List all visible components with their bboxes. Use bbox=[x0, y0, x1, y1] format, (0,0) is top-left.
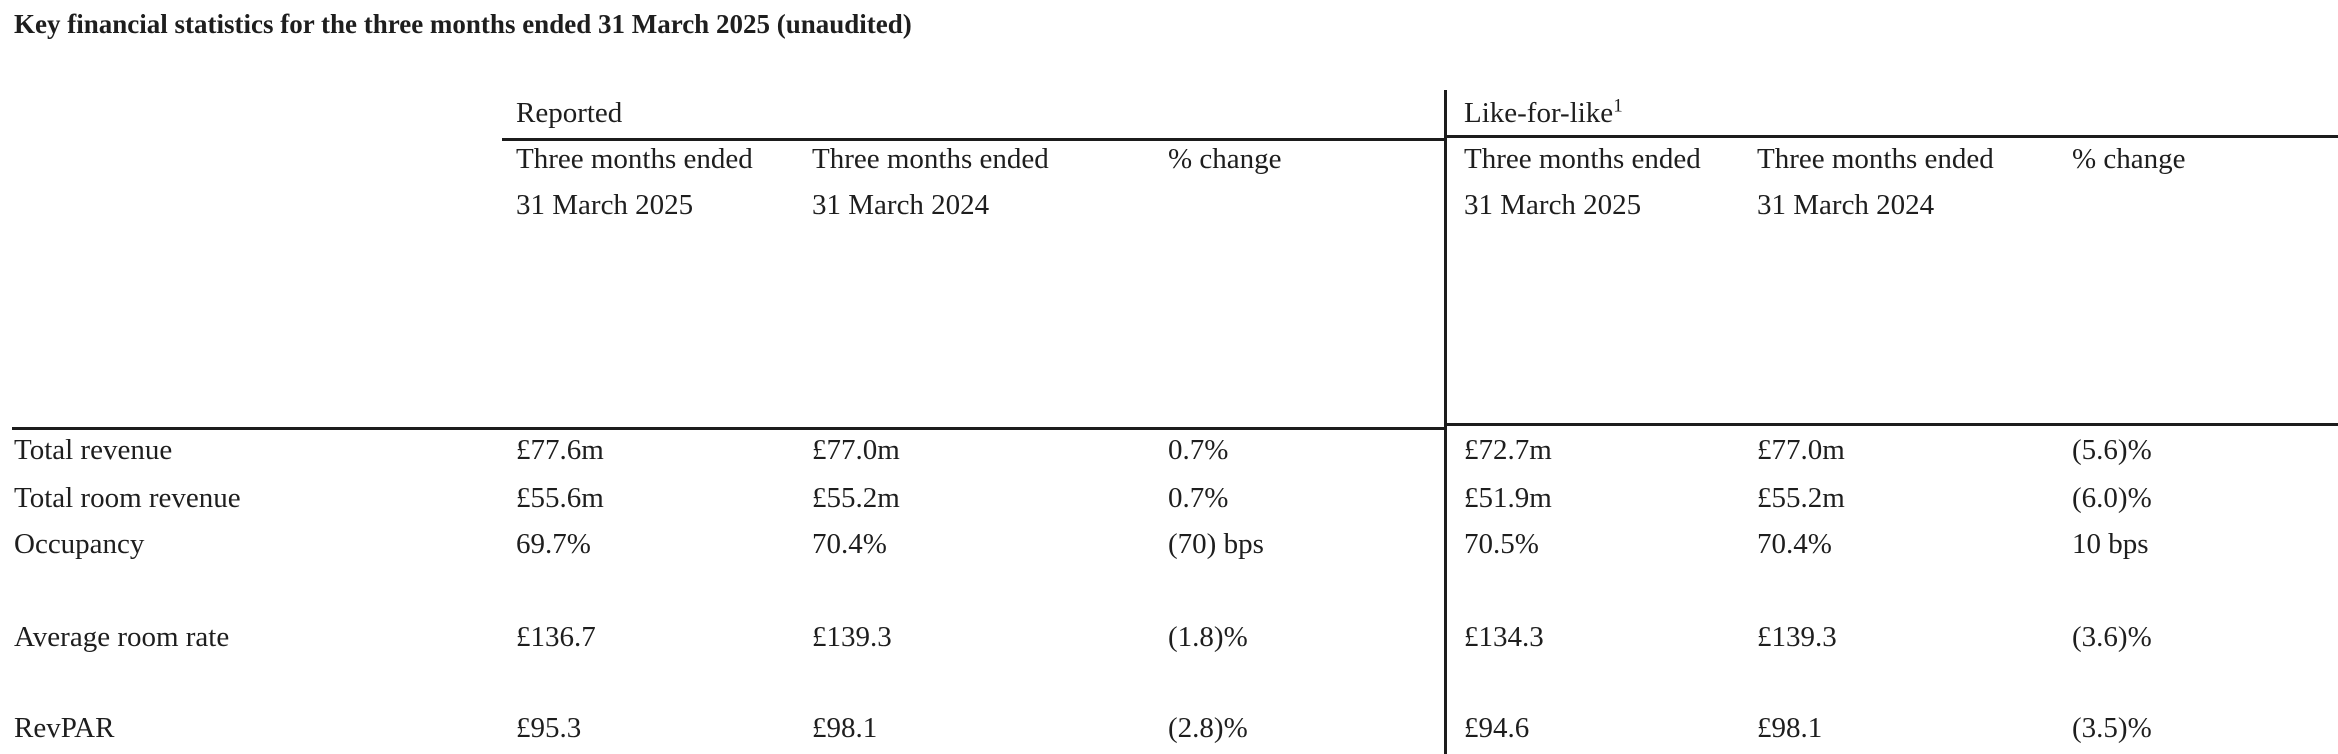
footnote-marker: 1 bbox=[1613, 95, 1623, 117]
lfl-current-value: £134.3 bbox=[1464, 621, 1544, 653]
period-date: 31 March 2024 bbox=[1757, 189, 1935, 221]
reported-group-header: Reported bbox=[516, 99, 622, 128]
lfl-current-period-header: Three months ended 31 March 2025 bbox=[1464, 136, 1701, 228]
reported-header-rule bbox=[502, 138, 1444, 141]
reported-prior-value: £139.3 bbox=[812, 621, 892, 653]
reported-change-header: % change bbox=[1168, 136, 1282, 182]
like-for-like-table-top-rule bbox=[1444, 423, 2338, 426]
lfl-current-value: £94.6 bbox=[1464, 712, 1530, 744]
period-prefix: Three months ended bbox=[812, 143, 1049, 175]
lfl-current-value: £51.9m bbox=[1464, 482, 1552, 514]
reported-prior-value: 70.4% bbox=[812, 528, 887, 560]
lfl-change-header: % change bbox=[2072, 136, 2186, 182]
lfl-prior-value: £139.3 bbox=[1757, 621, 1837, 653]
row-label: Occupancy bbox=[14, 528, 145, 560]
reported-current-period-header: Three months ended 31 March 2025 bbox=[516, 136, 753, 228]
reported-prior-value: £77.0m bbox=[812, 434, 900, 466]
row-label: Total revenue bbox=[14, 434, 173, 466]
reported-change-value: 0.7% bbox=[1168, 482, 1229, 514]
reported-change-value: (2.8)% bbox=[1168, 712, 1248, 744]
row-label: Average room rate bbox=[14, 621, 230, 653]
lfl-change-value: (3.6)% bbox=[2072, 621, 2152, 653]
lfl-change-value: (3.5)% bbox=[2072, 712, 2152, 744]
table-row-occupancy: Occupancy 69.7% 70.4% (70) bps 70.5% 70.… bbox=[0, 530, 2338, 560]
table-row-revpar: RevPAR £95.3 £98.1 (2.8)% £94.6 £98.1 (3… bbox=[0, 714, 2338, 744]
row-label: RevPAR bbox=[14, 712, 115, 744]
table-row-total-revenue: Total revenue £77.6m £77.0m 0.7% £72.7m … bbox=[0, 436, 2338, 466]
reported-change-value: (1.8)% bbox=[1168, 621, 1248, 653]
table-row-total-room-revenue: Total room revenue £55.6m £55.2m 0.7% £5… bbox=[0, 484, 2338, 514]
reported-group-label: Reported bbox=[516, 97, 623, 129]
period-date: 31 March 2024 bbox=[812, 189, 990, 221]
page-title: Key financial statistics for the three m… bbox=[14, 9, 912, 39]
period-date: 31 March 2025 bbox=[516, 189, 694, 221]
reported-prior-value: £55.2m bbox=[812, 482, 900, 514]
reported-current-value: £136.7 bbox=[516, 621, 596, 653]
reported-current-value: 69.7% bbox=[516, 528, 591, 560]
lfl-prior-value: £77.0m bbox=[1757, 434, 1845, 466]
like-for-like-group-header: Like-for-like1 bbox=[1464, 96, 1623, 129]
lfl-change-value: (5.6)% bbox=[2072, 434, 2152, 466]
reported-change-value: (70) bps bbox=[1168, 528, 1264, 560]
reported-prior-period-header: Three months ended 31 March 2024 bbox=[812, 136, 1049, 228]
table-row-average-room-rate: Average room rate £136.7 £139.3 (1.8)% £… bbox=[0, 623, 2338, 653]
period-prefix: Three months ended bbox=[516, 143, 753, 175]
reported-current-value: £77.6m bbox=[516, 434, 604, 466]
row-label: Total room revenue bbox=[14, 482, 241, 514]
lfl-prior-value: 70.4% bbox=[1757, 528, 1832, 560]
column-group-divider bbox=[1444, 90, 1447, 754]
period-prefix: Three months ended bbox=[1464, 143, 1701, 175]
reported-table-top-rule bbox=[12, 427, 1444, 430]
lfl-prior-value: £55.2m bbox=[1757, 482, 1845, 514]
reported-prior-value: £98.1 bbox=[812, 712, 878, 744]
lfl-change-value: 10 bps bbox=[2072, 528, 2149, 560]
lfl-current-value: £72.7m bbox=[1464, 434, 1552, 466]
lfl-change-value: (6.0)% bbox=[2072, 482, 2152, 514]
reported-change-value: 0.7% bbox=[1168, 434, 1229, 466]
reported-current-value: £95.3 bbox=[516, 712, 582, 744]
like-for-like-group-label: Like-for-like bbox=[1464, 97, 1614, 129]
like-for-like-header-rule bbox=[1444, 135, 2338, 138]
change-label: % change bbox=[1168, 143, 1282, 175]
lfl-prior-period-header: Three months ended 31 March 2024 bbox=[1757, 136, 1994, 228]
period-prefix: Three months ended bbox=[1757, 143, 1994, 175]
reported-current-value: £55.6m bbox=[516, 482, 604, 514]
change-label: % change bbox=[2072, 143, 2186, 175]
lfl-current-value: 70.5% bbox=[1464, 528, 1539, 560]
period-date: 31 March 2025 bbox=[1464, 189, 1642, 221]
lfl-prior-value: £98.1 bbox=[1757, 712, 1823, 744]
